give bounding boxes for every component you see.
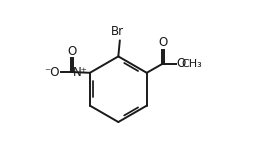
- Text: CH₃: CH₃: [182, 59, 202, 69]
- Text: O: O: [176, 57, 186, 70]
- Text: ⁻O: ⁻O: [45, 66, 60, 79]
- Text: N⁺: N⁺: [73, 66, 88, 79]
- Text: O: O: [158, 36, 167, 49]
- Text: Br: Br: [111, 25, 124, 38]
- Text: O: O: [68, 45, 77, 58]
